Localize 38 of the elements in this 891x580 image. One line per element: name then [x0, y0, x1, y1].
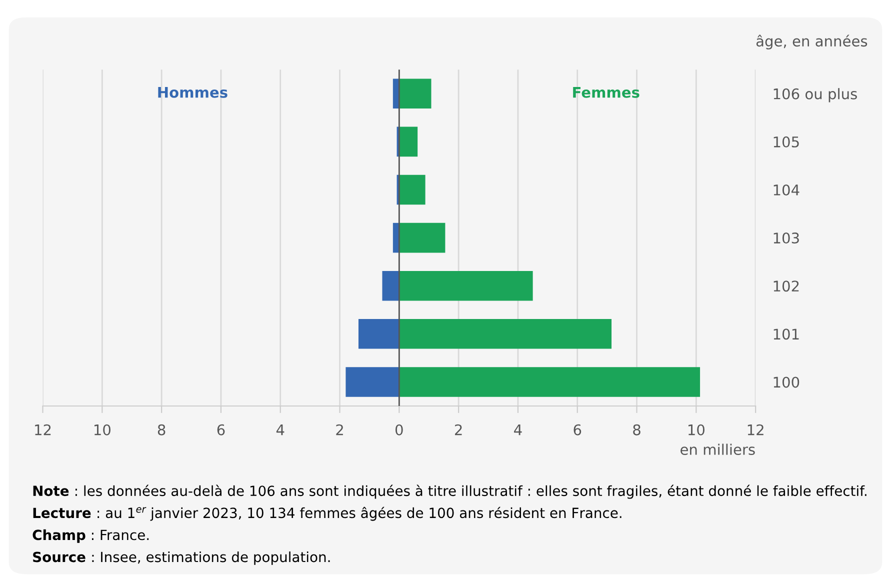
x-tick-label: 0 [395, 424, 403, 436]
y-axis-title: âge, en années [756, 34, 868, 50]
text: Champ : France. [32, 529, 149, 543]
bar [399, 319, 612, 349]
x-tick-label: 12 [748, 424, 764, 436]
y-tick-label: 101 [774, 328, 799, 340]
y-tick-label: 104 [774, 184, 800, 196]
x-tick-label: 8 [633, 424, 640, 436]
x-tick-label: 2 [454, 424, 462, 436]
bar [399, 78, 432, 109]
bar [382, 270, 400, 301]
text: Femmes [573, 87, 640, 98]
x-tick-label: 12 [35, 424, 51, 436]
bar [399, 174, 426, 205]
text: Lecture : au 1$^{er}$ janvier 2023, 10 134 femmes âgées de 100 ans résident en France. [33, 506, 622, 521]
y-tick-label: 100 [774, 376, 800, 388]
bar [399, 270, 533, 301]
text: Hommes [158, 87, 228, 98]
bar [346, 367, 400, 397]
x-tick-label: 10 [94, 424, 110, 436]
x-tick-label: 10 [688, 424, 704, 436]
bar [399, 222, 446, 253]
source-note: Source : Insee, estimations de population. [33, 551, 330, 565]
y-tick-label: 102 [774, 280, 799, 292]
x-tick-label: 8 [158, 424, 166, 436]
text: Note : les données au-delà de 106 ans sont indiquées à titre illustratif : elles sont fragiles, étant donné le faible effectif. [33, 484, 866, 499]
bar [358, 319, 400, 349]
bar [399, 367, 700, 397]
bar [399, 126, 418, 157]
x-tick-label: 4 [276, 424, 284, 436]
x-tick-label: 6 [217, 424, 225, 436]
x-tick-label: 6 [574, 424, 582, 436]
x-tick-label: 4 [514, 424, 522, 436]
y-tick-label: 105 [774, 136, 799, 148]
x-axis-title: en milliers [680, 444, 755, 456]
y-tick-label: 103 [774, 232, 799, 244]
x-tick-label: 2 [336, 424, 343, 436]
y-tick-label: 106 ou plus [774, 88, 857, 102]
